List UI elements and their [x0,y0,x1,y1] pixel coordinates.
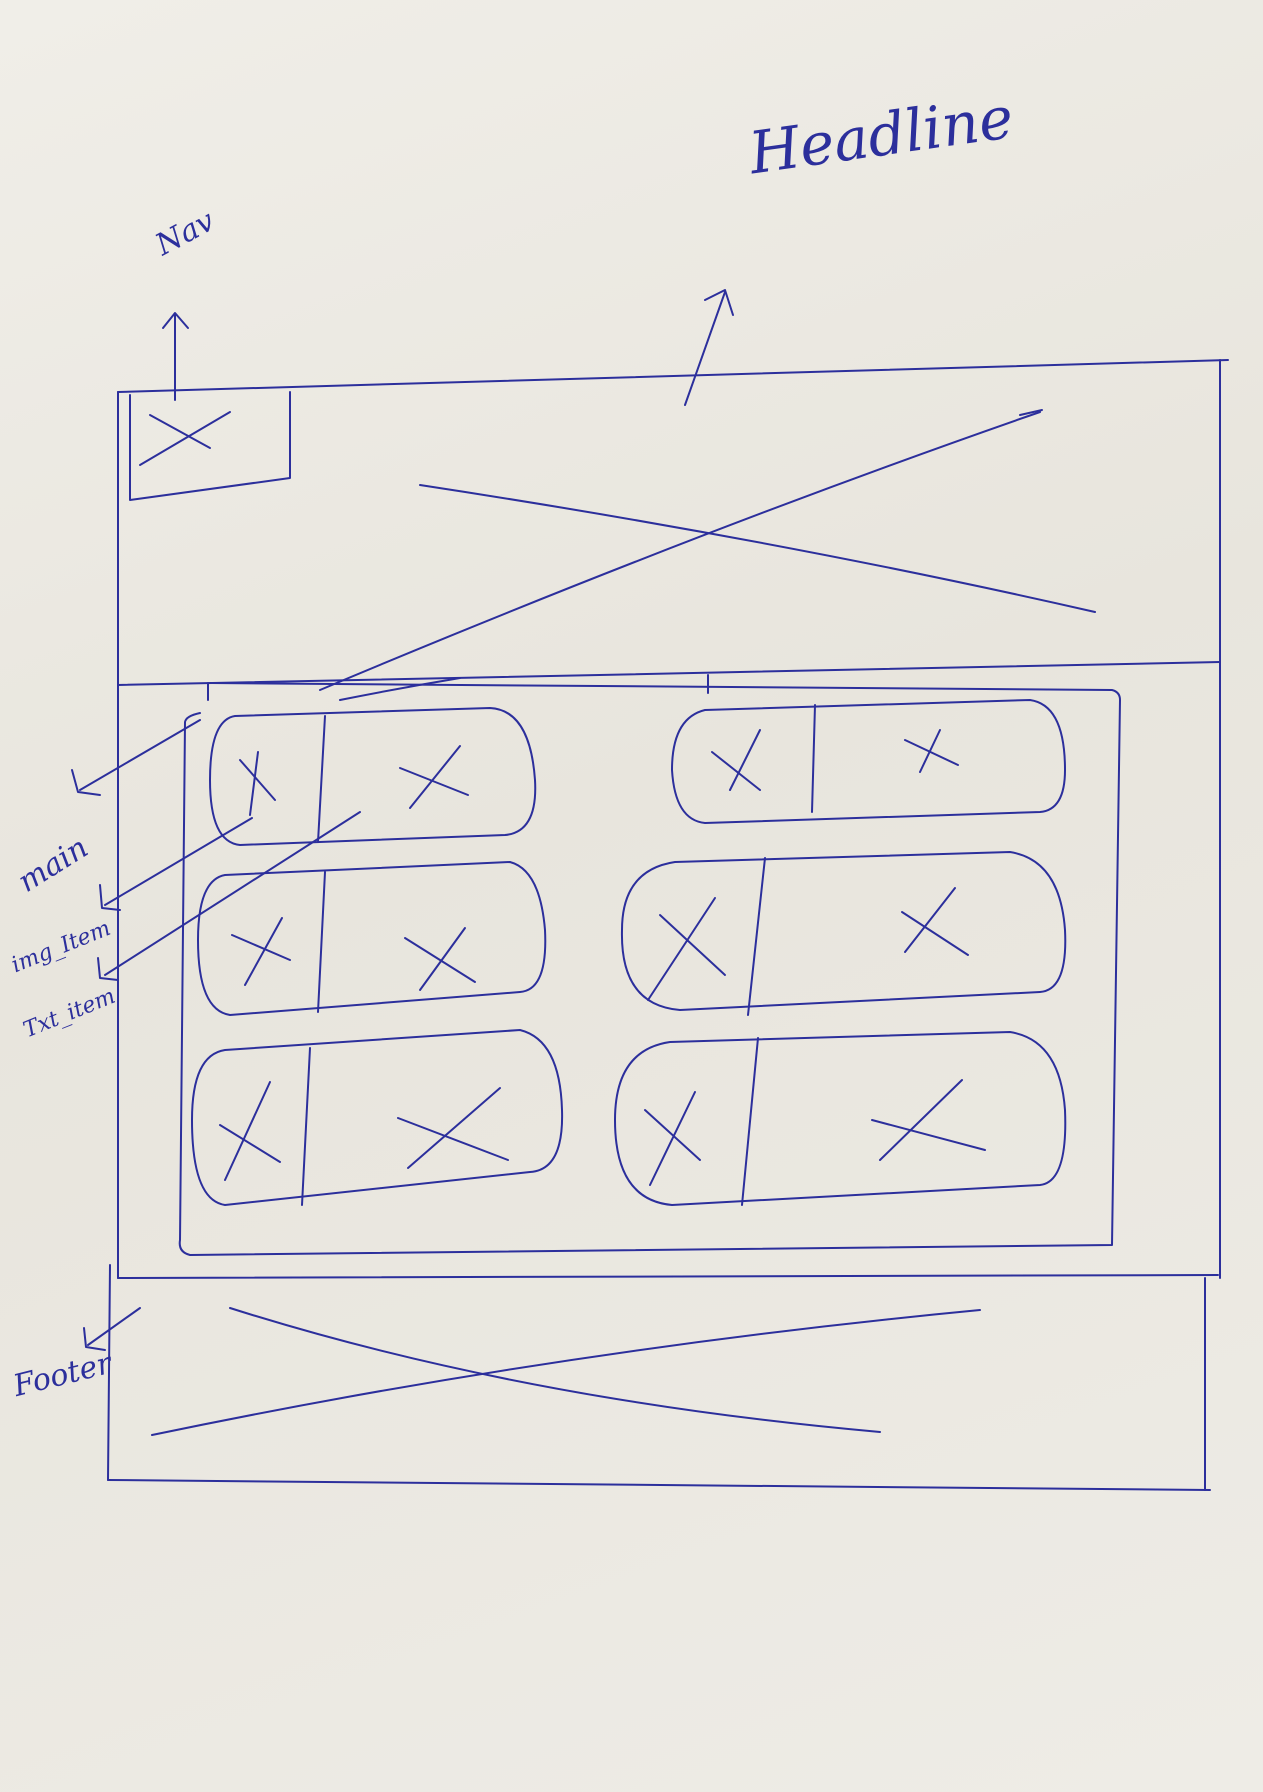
card [209,707,537,846]
header-band [117,409,1221,691]
annotation-arrows [71,289,734,1351]
card [614,1031,1067,1206]
card [197,861,547,1016]
card [620,851,1067,1016]
card [191,1029,564,1206]
nav-logo-box [129,391,291,501]
main-container [178,674,1121,1256]
card [671,699,1066,824]
page-frame [117,359,1229,1279]
footer-box [107,1264,1219,1491]
